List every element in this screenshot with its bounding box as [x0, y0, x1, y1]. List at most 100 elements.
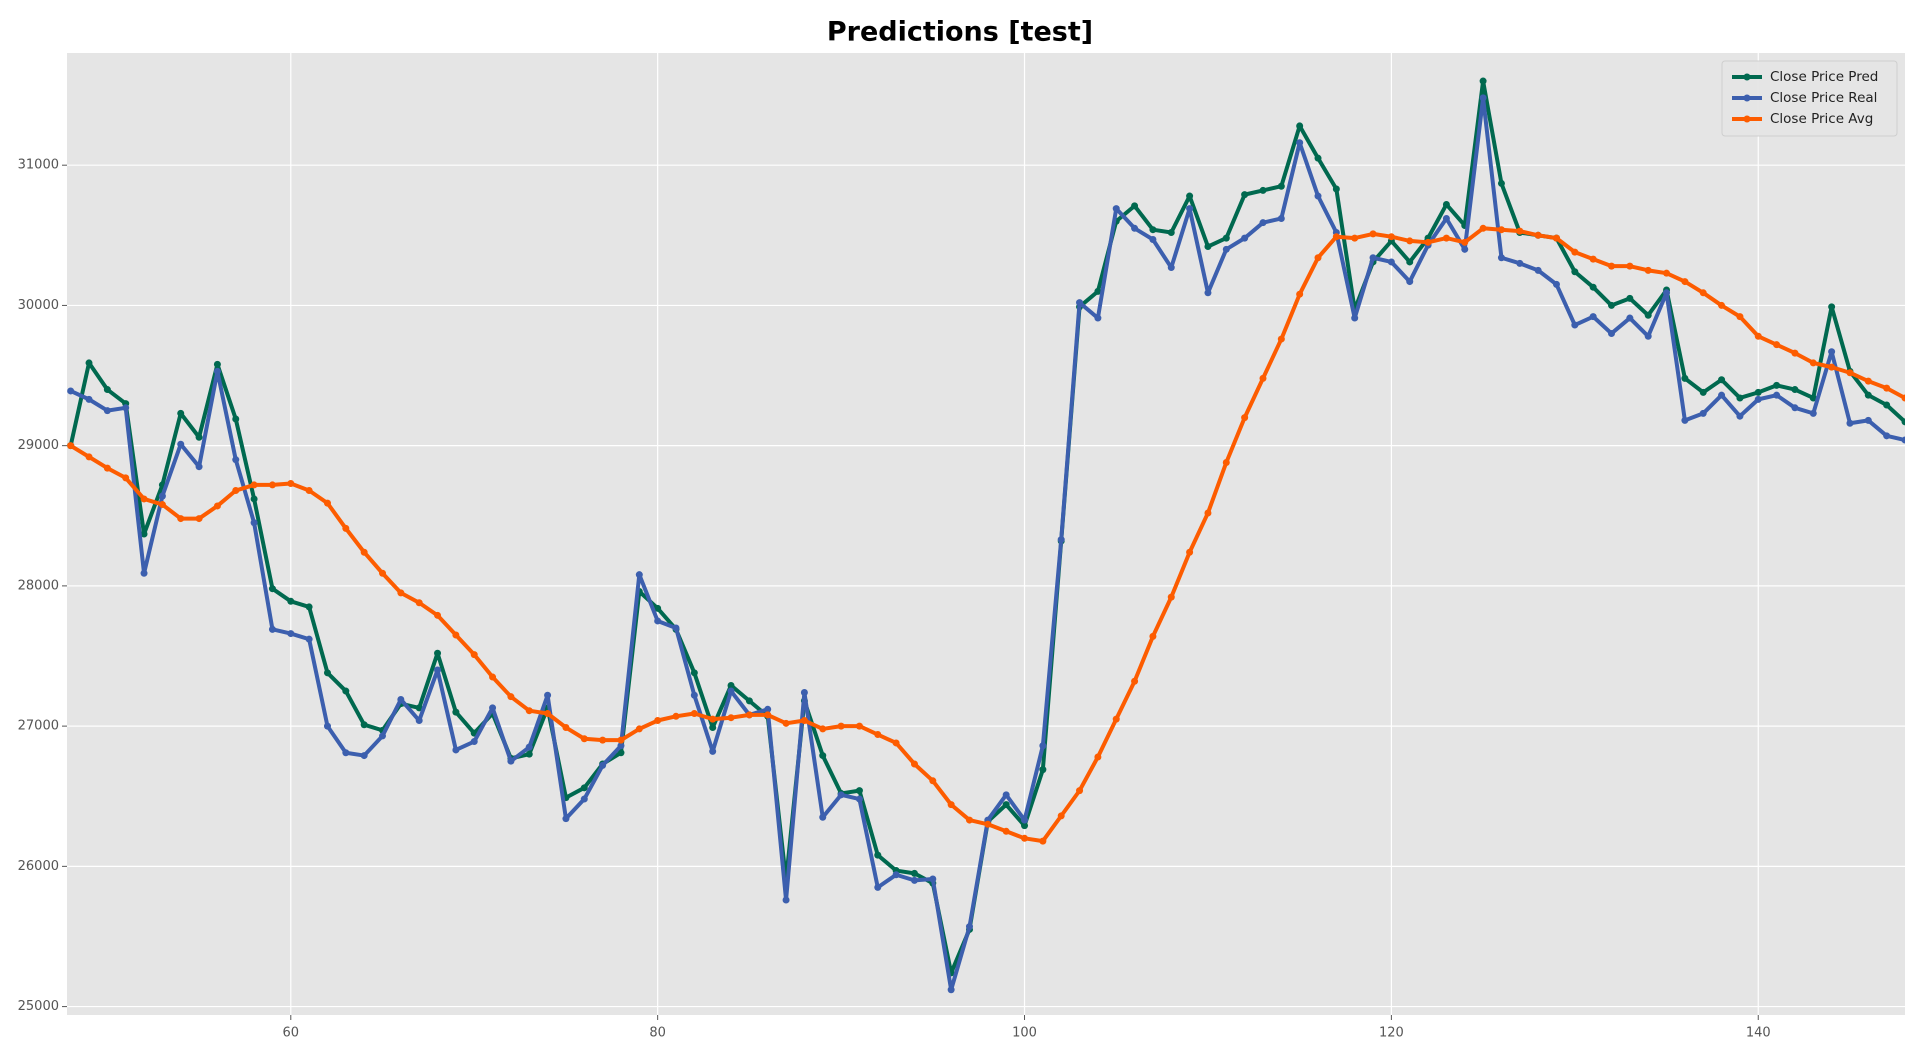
point — [1809, 409, 1817, 417]
point — [1479, 94, 1487, 102]
point — [158, 501, 166, 509]
x-tick-label: 140 — [1746, 1026, 1771, 1041]
point — [965, 816, 973, 824]
point — [1699, 388, 1707, 396]
point — [599, 761, 607, 769]
point — [1754, 395, 1762, 403]
point — [617, 742, 625, 750]
point — [965, 923, 973, 931]
point — [1351, 234, 1359, 242]
point — [250, 481, 258, 489]
point — [452, 708, 460, 716]
point — [103, 386, 111, 394]
point — [305, 487, 313, 495]
point — [1901, 394, 1905, 402]
point — [910, 869, 918, 877]
point — [727, 681, 735, 689]
point — [1663, 289, 1671, 297]
point — [544, 709, 552, 717]
series-layer — [67, 77, 1905, 994]
point — [782, 896, 790, 904]
point — [1589, 313, 1597, 321]
point — [342, 524, 350, 532]
point — [1222, 245, 1230, 253]
point — [1094, 287, 1102, 295]
point — [984, 820, 992, 828]
point — [580, 784, 588, 792]
point — [1534, 231, 1542, 239]
point — [1186, 192, 1194, 200]
point — [470, 651, 478, 659]
point — [489, 673, 497, 681]
point — [690, 669, 698, 677]
point — [1369, 254, 1377, 262]
point — [379, 569, 387, 577]
point — [323, 722, 331, 730]
point — [250, 495, 258, 503]
point — [1314, 154, 1322, 162]
point — [1754, 332, 1762, 340]
point — [1699, 289, 1707, 297]
point — [1828, 363, 1836, 371]
point — [1809, 359, 1817, 367]
point — [690, 709, 698, 717]
point — [1589, 283, 1597, 291]
point — [268, 625, 276, 633]
point — [1644, 332, 1652, 340]
point — [1736, 412, 1744, 420]
point — [85, 395, 93, 403]
point — [947, 801, 955, 809]
point — [1296, 122, 1304, 130]
point — [1883, 384, 1891, 392]
point — [1222, 234, 1230, 242]
point — [1497, 179, 1505, 187]
point — [1002, 791, 1010, 799]
point — [855, 722, 863, 730]
point — [1094, 314, 1102, 322]
point — [1296, 139, 1304, 147]
point — [268, 481, 276, 489]
point — [1773, 381, 1781, 389]
point — [709, 747, 717, 755]
point — [525, 743, 533, 751]
point — [250, 519, 258, 527]
point — [434, 666, 442, 674]
point — [1791, 404, 1799, 412]
point — [415, 599, 423, 607]
point — [1332, 233, 1340, 241]
point — [1241, 234, 1249, 242]
point — [1883, 401, 1891, 409]
point — [892, 739, 900, 747]
point — [177, 409, 185, 417]
point — [342, 749, 350, 757]
point — [929, 777, 937, 785]
point — [1552, 234, 1560, 242]
point — [1589, 255, 1597, 263]
legend-marker — [1743, 115, 1751, 123]
point — [635, 725, 643, 733]
point — [1186, 548, 1194, 556]
legend-label: Close Price Real — [1770, 90, 1877, 106]
point — [1131, 202, 1139, 210]
point — [1718, 301, 1726, 309]
point — [1571, 268, 1579, 276]
point — [103, 464, 111, 472]
point — [232, 456, 240, 464]
point — [1442, 200, 1450, 208]
point — [1791, 349, 1799, 357]
point — [855, 787, 863, 795]
point — [397, 589, 405, 597]
point — [1534, 266, 1542, 274]
point — [1406, 237, 1414, 245]
point — [1241, 191, 1249, 199]
point — [195, 433, 203, 441]
point — [452, 631, 460, 639]
point — [1259, 219, 1267, 227]
point — [1112, 715, 1120, 723]
point — [213, 367, 221, 375]
point — [67, 387, 75, 395]
x-tick-label: 60 — [283, 1026, 300, 1041]
point — [1644, 311, 1652, 319]
point — [434, 649, 442, 657]
point — [1039, 742, 1047, 750]
